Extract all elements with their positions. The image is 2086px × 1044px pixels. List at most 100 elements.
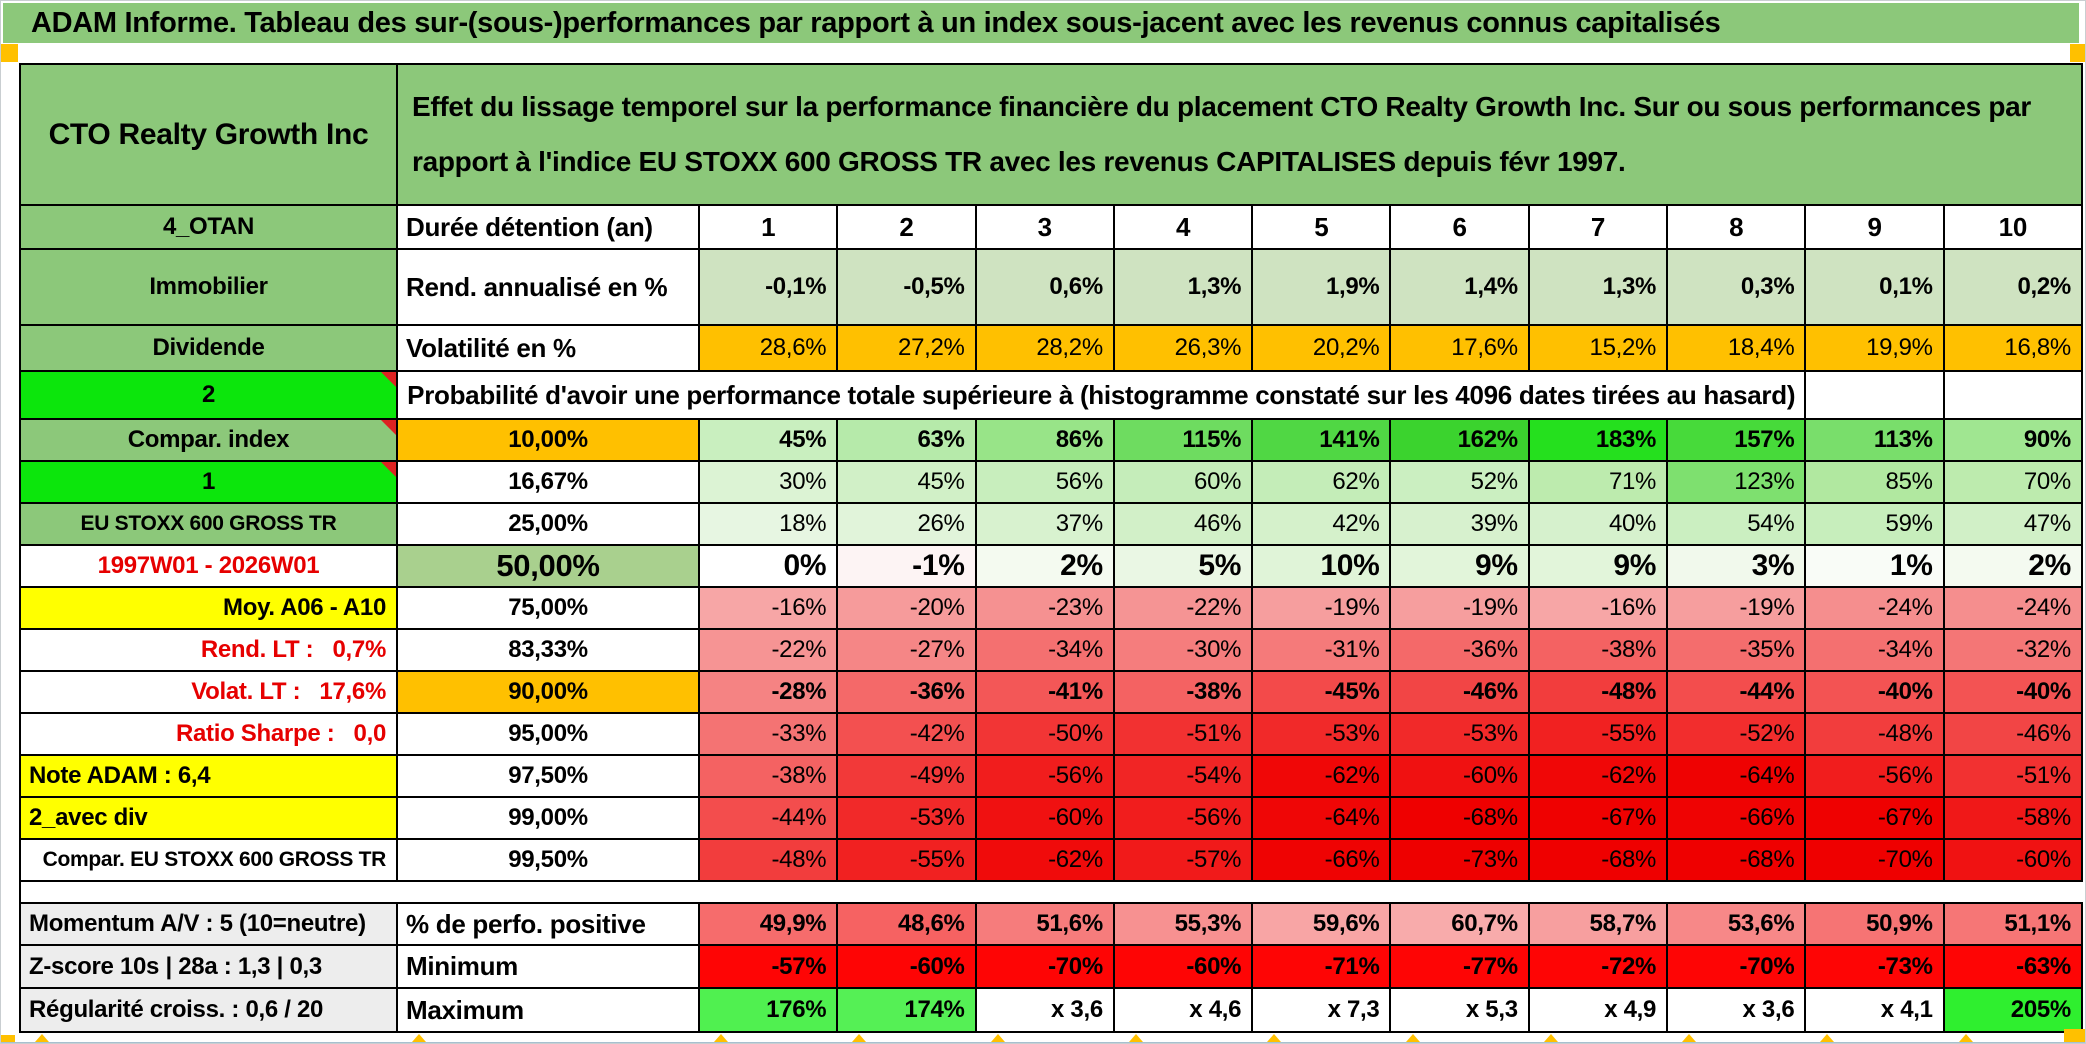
maximum-value-7[interactable]: x 4,9 (1529, 989, 1669, 1033)
minimum-value-8[interactable]: -70% (1668, 946, 1807, 989)
p99-value-10[interactable]: -58% (1944, 798, 2083, 840)
duration-metric-label[interactable]: Durée détention (an) (398, 206, 700, 250)
p10-value-6[interactable]: 162% (1391, 420, 1530, 462)
p50-value-3[interactable]: 2% (976, 546, 1115, 588)
p97-5-value-5[interactable]: -62% (1253, 756, 1392, 798)
p83-33-value-10[interactable]: -32% (1944, 630, 2083, 672)
p10-value-9[interactable]: 113% (1806, 420, 1945, 462)
p75-value-6[interactable]: -19% (1391, 588, 1530, 630)
p10-value-2[interactable]: 63% (838, 420, 977, 462)
perfo-positive-value-1[interactable]: 49,9% (700, 902, 839, 946)
p50-percentile-label[interactable]: 50,00% (398, 546, 700, 588)
p25-value-9[interactable]: 59% (1806, 504, 1945, 546)
perfo-positive-value-10[interactable]: 51,1% (1944, 902, 2083, 946)
perfo-positive-value-4[interactable]: 55,3% (1114, 902, 1254, 946)
p83-33-row-label[interactable]: Rend. LT : 0,7% (21, 630, 398, 672)
p97-5-value-7[interactable]: -62% (1529, 756, 1669, 798)
p50-value-1[interactable]: 0% (700, 546, 839, 588)
return-row-label[interactable]: Immobilier (21, 250, 398, 326)
p16-67-percentile-label[interactable]: 16,67% (398, 462, 700, 504)
p50-value-2[interactable]: -1% (838, 546, 977, 588)
p95-value-7[interactable]: -55% (1529, 714, 1669, 756)
p95-value-10[interactable]: -46% (1944, 714, 2083, 756)
volatility-value-2[interactable]: 27,2% (838, 326, 977, 372)
perfo-positive-value-9[interactable]: 50,9% (1806, 902, 1945, 946)
p99-value-7[interactable]: -67% (1529, 798, 1669, 840)
p99-value-8[interactable]: -66% (1668, 798, 1807, 840)
p90-percentile-label[interactable]: 90,00% (398, 672, 700, 714)
volatility-value-7[interactable]: 15,2% (1529, 326, 1669, 372)
probability-header-empty-cell-9[interactable] (1806, 372, 1945, 420)
table-description[interactable]: Effet du lissage temporel sur la perform… (398, 65, 2083, 206)
minimum-value-4[interactable]: -60% (1114, 946, 1254, 989)
p25-value-5[interactable]: 42% (1253, 504, 1392, 546)
return-value-8[interactable]: 0,3% (1668, 250, 1807, 326)
p83-33-value-3[interactable]: -34% (976, 630, 1115, 672)
company-name[interactable]: CTO Realty Growth Inc (21, 65, 398, 206)
return-value-1[interactable]: -0,1% (700, 250, 839, 326)
column-header-9[interactable]: 9 (1806, 206, 1945, 250)
probability-header-row-label[interactable]: 2 (21, 372, 398, 420)
p16-67-value-4[interactable]: 60% (1114, 462, 1254, 504)
minimum-value-6[interactable]: -77% (1391, 946, 1530, 989)
p75-value-1[interactable]: -16% (700, 588, 839, 630)
p99-value-3[interactable]: -60% (976, 798, 1115, 840)
perfo-positive-value-7[interactable]: 58,7% (1529, 902, 1669, 946)
p75-percentile-label[interactable]: 75,00% (398, 588, 700, 630)
p75-value-9[interactable]: -24% (1806, 588, 1945, 630)
maximum-value-8[interactable]: x 3,6 (1668, 989, 1807, 1033)
p99-percentile-label[interactable]: 99,00% (398, 798, 700, 840)
p95-value-4[interactable]: -51% (1114, 714, 1254, 756)
column-header-5[interactable]: 5 (1253, 206, 1392, 250)
p75-value-10[interactable]: -24% (1944, 588, 2083, 630)
p10-row-label[interactable]: Compar. index (21, 420, 398, 462)
p75-value-8[interactable]: -19% (1668, 588, 1807, 630)
p90-row-label[interactable]: Volat. LT : 17,6% (21, 672, 398, 714)
p25-value-7[interactable]: 40% (1529, 504, 1669, 546)
column-header-7[interactable]: 7 (1529, 206, 1669, 250)
p10-value-7[interactable]: 183% (1529, 420, 1669, 462)
volatility-percentile-label[interactable]: Volatilité en % (398, 326, 700, 372)
minimum-value-10[interactable]: -63% (1944, 946, 2083, 989)
p75-value-2[interactable]: -20% (838, 588, 977, 630)
return-value-6[interactable]: 1,4% (1391, 250, 1530, 326)
p99-5-value-1[interactable]: -48% (700, 840, 839, 882)
p97-5-value-8[interactable]: -64% (1668, 756, 1807, 798)
column-header-4[interactable]: 4 (1114, 206, 1254, 250)
p97-5-value-3[interactable]: -56% (976, 756, 1115, 798)
p25-value-1[interactable]: 18% (700, 504, 839, 546)
return-value-2[interactable]: -0,5% (838, 250, 977, 326)
p83-33-value-7[interactable]: -38% (1529, 630, 1669, 672)
maximum-value-10[interactable]: 205% (1944, 989, 2083, 1033)
p99-5-value-5[interactable]: -66% (1253, 840, 1392, 882)
column-header-3[interactable]: 3 (976, 206, 1115, 250)
p83-33-value-2[interactable]: -27% (838, 630, 977, 672)
perfo-positive-value-3[interactable]: 51,6% (976, 902, 1115, 946)
column-header-8[interactable]: 8 (1668, 206, 1807, 250)
p50-value-7[interactable]: 9% (1529, 546, 1669, 588)
p25-value-4[interactable]: 46% (1114, 504, 1254, 546)
p99-5-value-6[interactable]: -73% (1391, 840, 1530, 882)
p25-value-6[interactable]: 39% (1391, 504, 1530, 546)
p90-value-9[interactable]: -40% (1806, 672, 1945, 714)
p75-value-7[interactable]: -16% (1529, 588, 1669, 630)
p50-value-5[interactable]: 10% (1253, 546, 1392, 588)
p10-value-8[interactable]: 157% (1668, 420, 1807, 462)
p95-value-2[interactable]: -42% (838, 714, 977, 756)
p10-value-4[interactable]: 115% (1114, 420, 1254, 462)
perfo-positive-percentile-label[interactable]: % de perfo. positive (398, 902, 700, 946)
maximum-value-5[interactable]: x 7,3 (1253, 989, 1392, 1033)
p99-5-value-2[interactable]: -55% (838, 840, 977, 882)
p83-33-percentile-label[interactable]: 83,33% (398, 630, 700, 672)
p25-value-2[interactable]: 26% (838, 504, 977, 546)
p16-67-value-3[interactable]: 56% (976, 462, 1115, 504)
p99-5-value-7[interactable]: -68% (1529, 840, 1669, 882)
duration-row-label[interactable]: 4_OTAN (21, 206, 398, 250)
p90-value-8[interactable]: -44% (1668, 672, 1807, 714)
p97-5-value-10[interactable]: -51% (1944, 756, 2083, 798)
p99-5-value-8[interactable]: -68% (1668, 840, 1807, 882)
p97-5-value-9[interactable]: -56% (1806, 756, 1945, 798)
perfo-positive-value-5[interactable]: 59,6% (1253, 902, 1392, 946)
p75-value-5[interactable]: -19% (1253, 588, 1392, 630)
column-header-1[interactable]: 1 (700, 206, 839, 250)
